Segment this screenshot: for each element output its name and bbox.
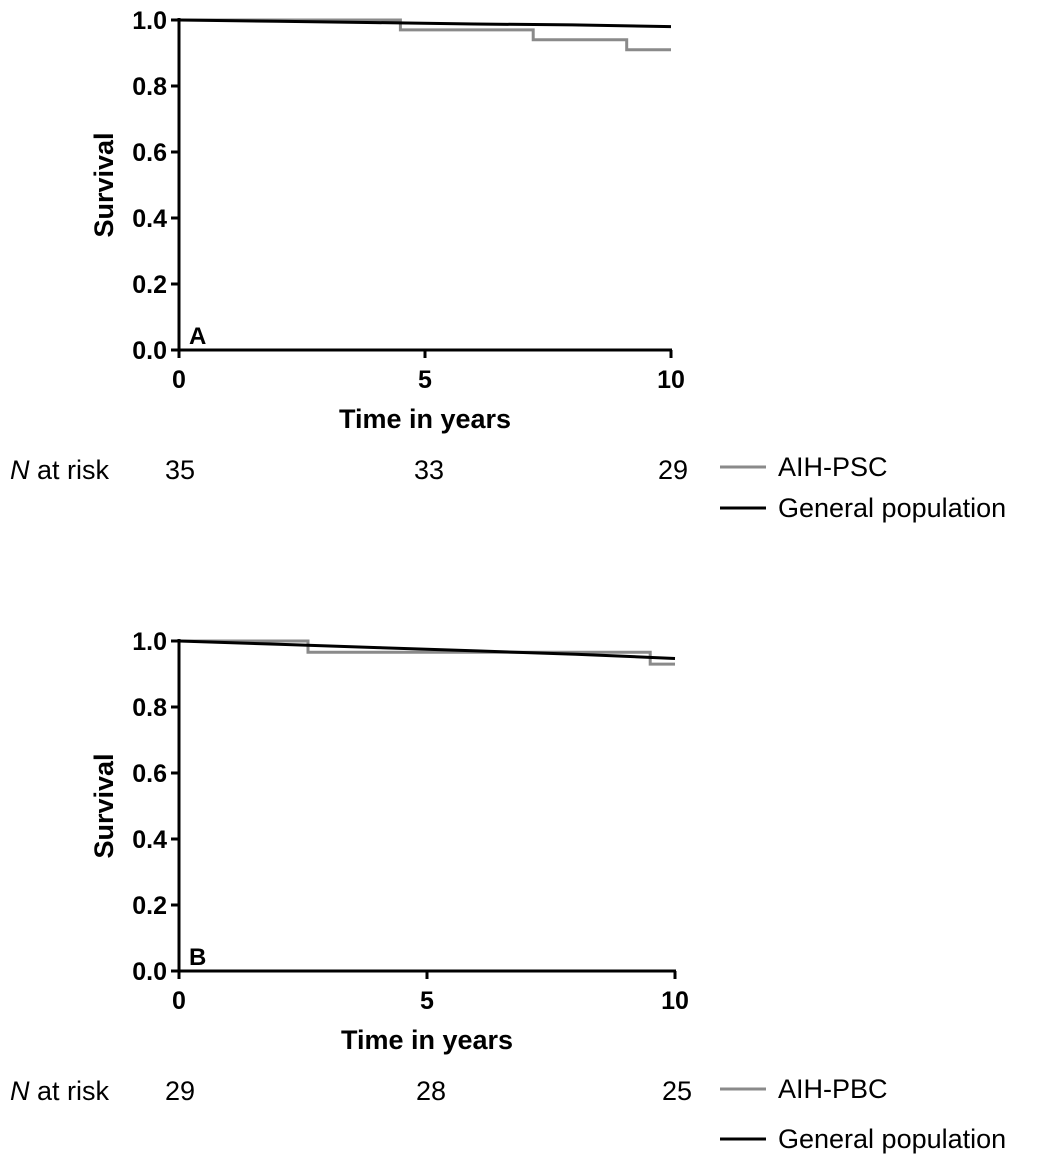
y-tick-label: 0.8 [132, 694, 167, 722]
legend-label: General population [778, 1124, 1006, 1154]
panel-A [171, 18, 766, 510]
y-axis-title: Survival [89, 132, 119, 237]
y-tick-label: 0.8 [132, 73, 167, 101]
risk-count: 29 [165, 1076, 195, 1106]
y-tick-label: 0.2 [132, 271, 167, 299]
risk-table-label: N at risk [10, 455, 110, 485]
legend-label: AIH-PSC [778, 452, 888, 482]
risk-count: 25 [662, 1076, 692, 1106]
panel-label: A [189, 323, 206, 350]
series-line-1 [178, 18, 672, 29]
risk-label-italic: N [10, 1076, 30, 1106]
y-tick-label: 0.0 [132, 958, 167, 986]
risk-count: 29 [658, 455, 688, 485]
y-tick-label: 1.0 [132, 7, 167, 35]
series-line-1 [178, 639, 676, 660]
y-tick-label: 0.0 [132, 337, 167, 365]
x-axis-title: Time in years [341, 1025, 513, 1055]
x-tick-label: 0 [172, 366, 186, 394]
x-tick-label: 10 [657, 366, 685, 394]
risk-count: 33 [414, 455, 444, 485]
risk-label-rest: at risk [30, 455, 110, 485]
y-tick-label: 0.6 [132, 760, 167, 788]
y-tick-label: 1.0 [132, 628, 167, 656]
y-tick-label: 0.2 [132, 892, 167, 920]
risk-label-rest: at risk [30, 1076, 110, 1106]
risk-label-italic: N [10, 455, 30, 485]
y-tick-label: 0.4 [132, 826, 167, 854]
x-tick-label: 0 [172, 987, 186, 1015]
x-tick-label: 5 [420, 987, 434, 1015]
x-tick-label: 5 [418, 366, 432, 394]
panel-B [171, 639, 766, 1141]
y-axis-title: Survival [89, 753, 119, 858]
y-tick-label: 0.6 [132, 139, 167, 167]
legend-label: General population [778, 493, 1006, 523]
legend-label: AIH-PBC [778, 1074, 888, 1104]
risk-count: 28 [416, 1076, 446, 1106]
series-line-0 [179, 18, 671, 52]
x-axis-title: Time in years [339, 404, 511, 434]
y-tick-label: 0.4 [132, 205, 167, 233]
risk-table-label: N at risk [10, 1076, 110, 1106]
risk-count: 35 [165, 455, 195, 485]
panel-label: B [189, 944, 206, 971]
x-tick-label: 10 [661, 987, 689, 1015]
